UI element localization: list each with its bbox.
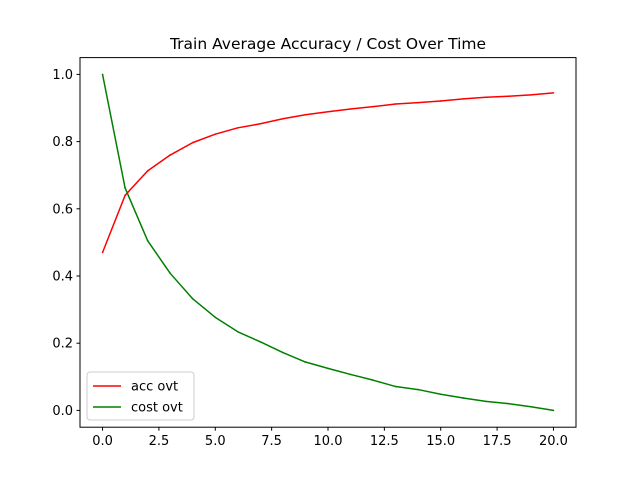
data-point-series-2 [101, 73, 104, 76]
chart-title: Train Average Accuracy / Cost Over Time [169, 35, 486, 53]
legend-label: cost ovt [131, 401, 183, 416]
x-tick-label: 20.0 [539, 434, 568, 449]
data-point-series-2 [327, 367, 329, 370]
data-point-series-1 [304, 113, 307, 116]
data-point-series-1 [124, 194, 126, 197]
data-point-series-1 [462, 98, 465, 100]
data-point-series-1 [327, 110, 329, 113]
y-tick-label: 0.2 [52, 337, 73, 352]
data-point-series-2 [552, 409, 555, 412]
data-point-series-2 [304, 361, 307, 363]
data-point-series-1 [439, 100, 442, 102]
x-tick-label: 2.5 [149, 434, 170, 449]
data-point-series-1 [282, 117, 284, 120]
data-point-series-1 [191, 141, 194, 144]
data-point-series-2 [282, 351, 284, 354]
legend-label: acc ovt [131, 380, 178, 395]
data-point-series-1 [507, 95, 510, 98]
data-point-series-2 [507, 402, 510, 405]
y-tick-label: 1.0 [52, 68, 73, 83]
data-point-series-1 [530, 94, 532, 96]
y-tick-label: 0.0 [52, 404, 73, 419]
legend: acc ovt cost ovt [86, 371, 195, 421]
y-tick-label: 0.6 [52, 202, 73, 217]
x-tick-label: 0.0 [92, 434, 113, 449]
data-point-series-2 [237, 330, 239, 333]
data-point-series-2 [485, 400, 487, 403]
data-point-series-1 [259, 122, 262, 125]
data-point-series-1 [169, 154, 171, 156]
data-point-series-1 [237, 127, 239, 129]
data-point-series-2 [349, 373, 352, 376]
series-line-1 [101, 92, 554, 253]
data-point-series-2 [169, 272, 171, 275]
y-tick-label: 0.8 [52, 135, 73, 150]
data-point-series-1 [372, 105, 374, 108]
data-point-series-1 [349, 108, 352, 110]
x-tick-label: 10.0 [314, 434, 343, 449]
data-point-series-1 [146, 170, 149, 172]
data-point-series-1 [101, 251, 104, 254]
data-point-series-2 [394, 385, 397, 388]
data-point-series-2 [372, 379, 374, 381]
data-point-series-2 [259, 341, 262, 343]
x-tick-label: 12.5 [370, 434, 399, 449]
x-tick-label: 5.0 [205, 434, 226, 449]
data-point-series-2 [124, 187, 126, 189]
data-point-series-2 [462, 397, 465, 399]
x-tick-label: 7.5 [261, 434, 282, 449]
data-point-series-1 [417, 101, 419, 104]
data-point-series-2 [439, 393, 442, 396]
x-tick-label: 17.5 [483, 434, 512, 449]
data-point-series-1 [214, 133, 217, 136]
data-point-series-2 [417, 388, 419, 391]
data-point-series-1 [552, 92, 555, 94]
data-point-series-2 [530, 405, 532, 408]
y-tick-label: 0.4 [52, 270, 73, 285]
data-point-series-2 [214, 316, 217, 319]
x-tick-label: 15.0 [426, 434, 455, 449]
legend-box [86, 371, 195, 421]
data-point-series-2 [191, 298, 194, 300]
series-line-2 [101, 74, 554, 412]
data-point-series-1 [394, 103, 397, 105]
data-point-series-2 [146, 239, 149, 242]
data-point-series-1 [485, 96, 487, 99]
